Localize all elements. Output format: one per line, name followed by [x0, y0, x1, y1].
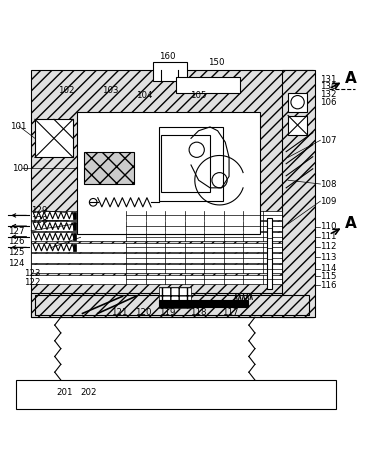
Bar: [73, 233, 76, 241]
Text: 110: 110: [320, 222, 337, 231]
Text: 100: 100: [12, 163, 29, 172]
Text: 102: 102: [58, 86, 74, 95]
Text: 111: 111: [320, 232, 337, 241]
Text: 122: 122: [24, 278, 41, 287]
Bar: [288, 92, 307, 112]
Bar: [77, 112, 259, 234]
Text: 127: 127: [8, 227, 24, 236]
Text: 109: 109: [320, 197, 337, 205]
Text: 121: 121: [111, 308, 128, 317]
Bar: [31, 211, 282, 220]
Text: 120: 120: [135, 308, 151, 317]
Text: A: A: [345, 71, 357, 86]
Text: 118: 118: [190, 308, 207, 317]
Text: 131: 131: [320, 75, 337, 84]
Bar: [31, 264, 282, 274]
Bar: [31, 70, 313, 317]
Bar: [159, 300, 248, 306]
Text: 202: 202: [80, 388, 96, 397]
Bar: [31, 243, 282, 252]
Text: 106: 106: [320, 99, 337, 107]
Bar: [267, 218, 272, 289]
Text: 124: 124: [8, 259, 24, 268]
Bar: [16, 380, 336, 409]
Text: 160: 160: [159, 52, 175, 61]
Bar: [153, 62, 187, 81]
Text: 107: 107: [320, 136, 337, 145]
Bar: [31, 232, 282, 241]
Text: 130: 130: [320, 83, 337, 92]
Bar: [73, 212, 76, 219]
Text: 115: 115: [320, 272, 337, 281]
Text: 126: 126: [8, 237, 24, 247]
Text: 103: 103: [102, 86, 118, 95]
Text: 150: 150: [208, 58, 225, 68]
Text: 132: 132: [320, 91, 337, 99]
Bar: [31, 253, 282, 263]
Text: 108: 108: [320, 179, 337, 189]
Text: 104: 104: [136, 91, 152, 100]
Text: 128: 128: [31, 216, 48, 225]
Text: 114: 114: [320, 264, 337, 273]
Bar: [31, 293, 313, 317]
Text: 125: 125: [8, 248, 24, 257]
Text: 116: 116: [320, 281, 337, 290]
Bar: [73, 244, 76, 251]
Bar: [159, 287, 191, 308]
Bar: [84, 152, 134, 184]
Text: 123: 123: [24, 269, 41, 278]
Text: 112: 112: [320, 242, 337, 251]
Bar: [35, 295, 309, 315]
Bar: [176, 78, 241, 92]
Bar: [282, 70, 315, 317]
Text: 105: 105: [190, 91, 206, 100]
Text: 119: 119: [159, 308, 175, 317]
Bar: [288, 115, 307, 134]
Bar: [159, 127, 223, 201]
Text: A: A: [345, 217, 357, 232]
Text: 201: 201: [56, 388, 72, 397]
Text: 101: 101: [10, 122, 27, 131]
Text: 117: 117: [222, 308, 239, 317]
Text: 129: 129: [31, 206, 47, 215]
Bar: [73, 222, 76, 230]
Bar: [31, 275, 282, 284]
Text: 113: 113: [320, 253, 337, 262]
Bar: [31, 221, 282, 231]
Bar: [35, 119, 73, 157]
Bar: [160, 134, 210, 191]
